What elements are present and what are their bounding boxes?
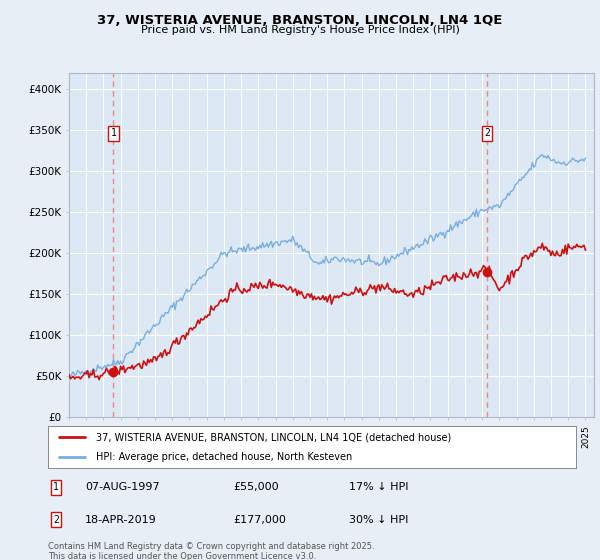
Text: 1: 1: [110, 128, 116, 138]
Text: 37, WISTERIA AVENUE, BRANSTON, LINCOLN, LN4 1QE (detached house): 37, WISTERIA AVENUE, BRANSTON, LINCOLN, …: [95, 432, 451, 442]
Text: 30% ↓ HPI: 30% ↓ HPI: [349, 515, 409, 525]
Text: Contains HM Land Registry data © Crown copyright and database right 2025.
This d: Contains HM Land Registry data © Crown c…: [48, 542, 374, 560]
Text: 18-APR-2019: 18-APR-2019: [85, 515, 157, 525]
Text: £177,000: £177,000: [233, 515, 286, 525]
Text: 07-AUG-1997: 07-AUG-1997: [85, 482, 160, 492]
Text: 1: 1: [53, 482, 59, 492]
Text: 2: 2: [484, 128, 490, 138]
Text: 2: 2: [53, 515, 59, 525]
Text: £55,000: £55,000: [233, 482, 278, 492]
Text: 37, WISTERIA AVENUE, BRANSTON, LINCOLN, LN4 1QE: 37, WISTERIA AVENUE, BRANSTON, LINCOLN, …: [97, 14, 503, 27]
Text: Price paid vs. HM Land Registry's House Price Index (HPI): Price paid vs. HM Land Registry's House …: [140, 25, 460, 35]
Text: HPI: Average price, detached house, North Kesteven: HPI: Average price, detached house, Nort…: [95, 452, 352, 462]
Text: 17% ↓ HPI: 17% ↓ HPI: [349, 482, 409, 492]
